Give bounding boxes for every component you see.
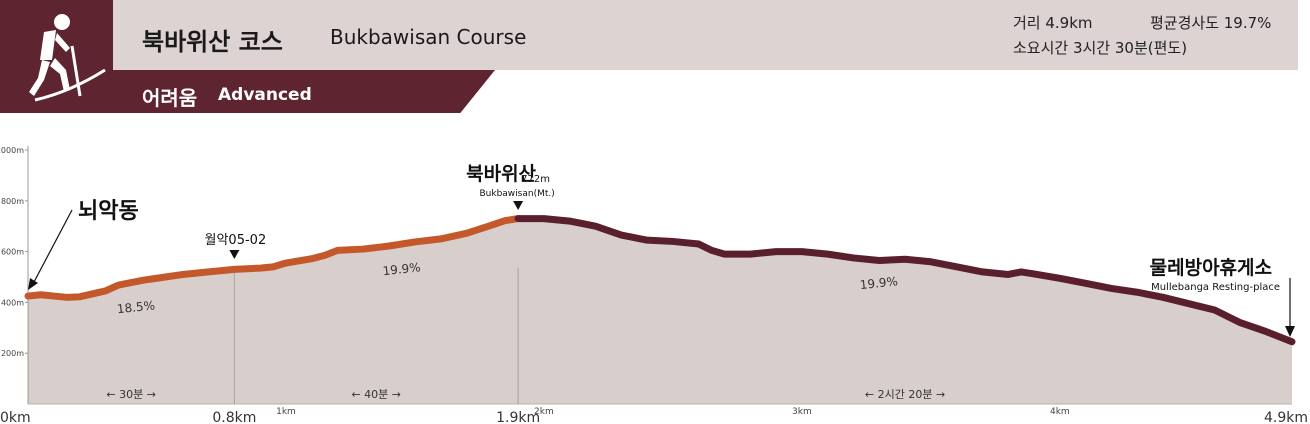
course-title-en: Bukbawisan Course: [330, 25, 527, 49]
y-tick-label: 800m: [1, 197, 24, 206]
waypoint-start-label: 뇌악동: [78, 199, 139, 224]
segment-time-label: ← 40분 →: [351, 388, 401, 401]
waypoint-mid-arrow: [229, 250, 240, 259]
slope-label: 18.5%: [116, 298, 155, 316]
elevation-line-1: [24, 215, 522, 301]
segment-time-label: ← 30분 →: [106, 388, 156, 401]
course-icon-box: [0, 0, 113, 113]
course-title: 북바위산 코스: [142, 28, 283, 56]
difficulty-label: 어려움: [142, 86, 198, 110]
y-tick-label: 400m: [1, 298, 24, 307]
waypoint-end-label: 물레방아휴게소: [1150, 257, 1272, 279]
summit-elevation-label: 772m: [521, 174, 550, 185]
avg-slope-stat: 평균경사도 19.7%: [1150, 14, 1272, 32]
difficulty-label-en: Advanced: [218, 85, 312, 105]
slope-label: 19.9%: [382, 260, 421, 278]
x-minor-tick-label: 2km: [534, 407, 554, 417]
waypoint-end-label-en: Mullebanga Resting-place: [1151, 282, 1280, 293]
elevation-area: [28, 218, 1292, 404]
x-tick-label: 4.9km: [1264, 410, 1308, 424]
duration-stat: 소요시간 3시간 30분(편도): [1013, 39, 1188, 57]
x-tick-label: 0km: [0, 410, 31, 424]
header-bar: [0, 0, 1298, 70]
waypoint-start-arrow: [28, 278, 38, 290]
y-tick-label: 200m: [1, 349, 24, 358]
hiker-icon: [29, 14, 106, 102]
y-tick-label: 1000m: [0, 146, 24, 155]
summit-label-en: Bukbawisan(Mt.): [479, 189, 554, 199]
waypoint-start-pointer: [33, 209, 73, 283]
x-minor-tick-label: 3km: [792, 407, 812, 417]
segment-time-label: ← 2시간 20분 →: [865, 388, 945, 401]
x-minor-tick-label: 1km: [276, 407, 296, 417]
slope-label: 19.9%: [859, 274, 898, 292]
x-tick-label: 1.9km: [496, 410, 540, 424]
x-tick-label: 0.8km: [212, 410, 256, 424]
y-tick-label: 600m: [1, 248, 24, 257]
summit-label: 북바위산: [466, 163, 536, 185]
waypoint-mid-label: 월악05-02: [205, 233, 267, 248]
x-minor-tick-label: 4km: [1050, 407, 1070, 417]
waypoint-end-arrow: [1285, 326, 1295, 337]
distance-stat: 거리 4.9km: [1013, 14, 1093, 32]
summit-arrow: [513, 201, 524, 210]
elevation-line-2: [514, 215, 1296, 346]
